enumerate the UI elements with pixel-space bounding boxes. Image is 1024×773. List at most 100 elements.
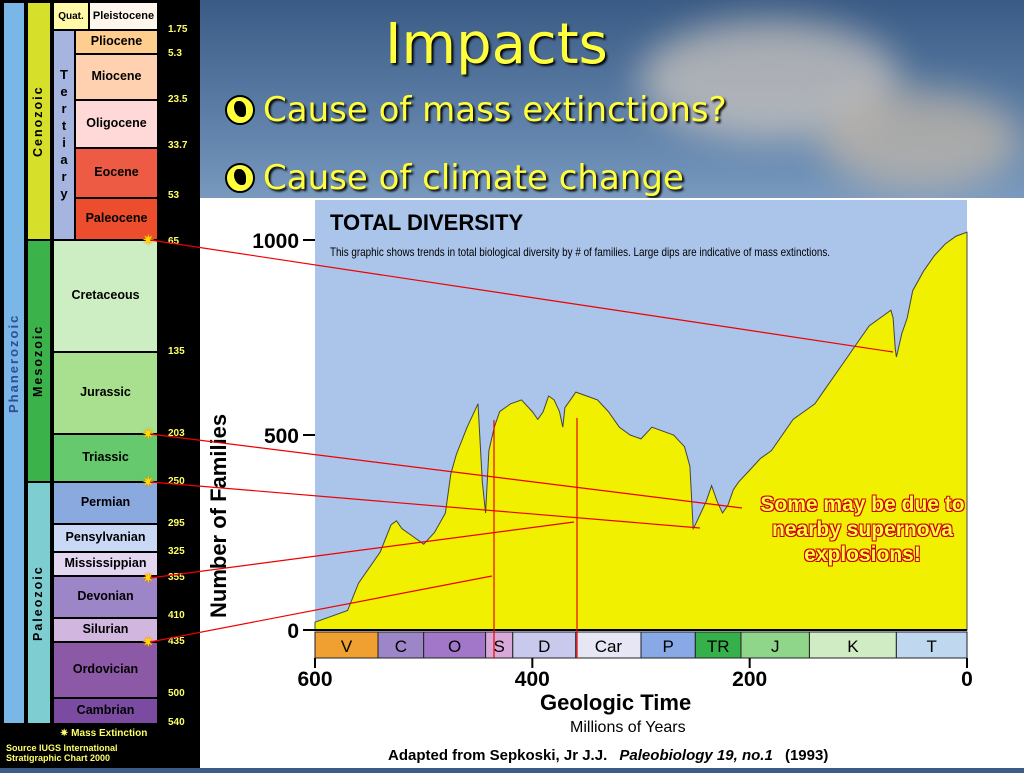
connector-line [149,481,701,529]
period-cell [895,631,968,659]
age-label: 500 [168,688,185,699]
period-miocene: Miocene [75,54,158,100]
y-tick-label: 0 [287,620,299,643]
stratigraphic-chart: Phanerozoic Cenozoic Mesozoic Paleozoic … [0,0,200,768]
sky-cloud [820,90,1020,190]
x-tick-label: 600 [297,668,332,691]
mass-extinction-star: ✷ [142,426,155,443]
period-cell [314,631,379,659]
mass-extinction-star: ✷ [142,232,155,249]
period-cambrian: Cambrian [53,698,158,724]
globe-icon [225,163,255,193]
x-axis-sublabel: Millions of Years [570,719,686,736]
age-label: 325 [168,546,185,557]
period-permian: Permian [53,482,158,524]
age-label: 540 [168,717,185,728]
quaternary: Quat. [53,2,89,30]
x-tick-label: 0 [961,668,973,691]
mass-extinction-star: ✷ [142,570,155,587]
age-label: 410 [168,610,185,621]
age-label: 203 [168,428,185,439]
credit-year: (1993) [785,747,828,764]
period-cell [377,631,425,659]
credit: Adapted from Sepkoski, Jr J.J. Paleobiol… [388,747,828,764]
age-label: 65 [168,236,180,247]
supernova-note: Some may be due to nearby supernova expl… [760,493,965,567]
legend-label: Mass Extinction [71,728,148,739]
period-silurian: Silurian [53,618,158,642]
period-cell [512,631,577,659]
age-label: 355 [168,572,185,583]
connector-line [149,433,743,509]
source-credit: Source IUGS International Stratigraphic … [6,743,118,763]
period-paleocene: Paleocene [75,198,158,240]
diversity-chart: V C O S D Car P TR J K T 600 400 200 0 0 500 1000 TOTAL… [200,198,1024,768]
mass-extinction-star: ✷ [142,474,155,491]
period-jurassic: Jurassic [53,352,158,434]
credit-journal: Paleobiology 19, no.1 [619,747,772,764]
slide-title: Impacts [385,12,608,77]
age-label: 53 [168,190,180,201]
y-tick-label: 500 [264,425,299,448]
credit-author: Adapted from Sepkoski, Jr J.J. [388,747,607,764]
age-label: 135 [168,346,185,357]
connector-line [149,239,894,353]
period-label: Car [595,637,623,656]
age-label: 33.7 [168,140,188,151]
period-label: S [494,637,505,656]
period-label: T [926,637,936,656]
age-label: 23.5 [168,94,188,105]
period-pliocene: Pliocene [75,30,158,54]
tertiary: T e r t i a r y [53,30,75,240]
x-tick-label: 200 [732,668,767,691]
age-label: 435 [168,636,185,647]
period-pleistocene: Pleistocene [89,2,158,30]
period-label: D [538,637,550,656]
period-label: V [341,637,353,656]
period-pensylvanian: Pensylvanian [53,524,158,552]
connector-line [149,575,493,643]
period-cell [575,631,642,659]
x-tick-label: 400 [515,668,550,691]
age-label: 250 [168,476,185,487]
period-label: J [771,637,780,656]
mass-extinction-star: ✷ [142,634,155,651]
period-mississippian: Mississippian [53,552,158,576]
bullet-text: Cause of mass extinctions? [263,90,727,130]
y-ticks: 0 500 1000 [252,230,315,643]
diversity-chart-svg: V C O S D Car P TR J K T 600 400 200 0 0 500 1000 TOTAL… [206,200,973,764]
y-axis-label: Number of Families [206,414,231,618]
legend-mass-extinction: ✷ Mass Extinction [60,728,147,739]
diversity-area [314,231,968,631]
period-label: C [395,637,407,656]
chart-title: TOTAL DIVERSITY [330,210,523,235]
period-ordovician: Ordovician [53,642,158,698]
connector-line [149,521,575,579]
period-triassic: Triassic [53,434,158,482]
age-label: 5.3 [168,48,182,59]
period-cell [640,631,696,659]
bullet-item: Cause of climate change [225,158,684,198]
bullet-text: Cause of climate change [263,158,684,198]
age-label: 1.75 [168,24,188,35]
period-bar: V C O S D Car P TR J K T [314,631,968,659]
period-label: O [448,637,461,656]
period-label: P [662,637,673,656]
globe-icon [225,95,255,125]
period-cretaceous: Cretaceous [53,240,158,352]
star-icon: ✷ [60,728,72,739]
x-axis-label: Geologic Time [540,690,691,715]
y-tick-label: 1000 [252,230,299,253]
x-ticks: 600 400 200 0 [297,658,973,691]
period-eocene: Eocene [75,148,158,198]
period-cell [485,631,514,659]
period-devonian: Devonian [53,576,158,618]
period-oligocene: Oligocene [75,100,158,148]
period-label: TR [707,637,730,656]
chart-subtitle: This graphic shows trends in total biolo… [330,245,830,259]
period-cell [740,631,810,659]
period-cell [694,631,742,659]
period-label: K [847,637,859,656]
age-label: 295 [168,518,185,529]
